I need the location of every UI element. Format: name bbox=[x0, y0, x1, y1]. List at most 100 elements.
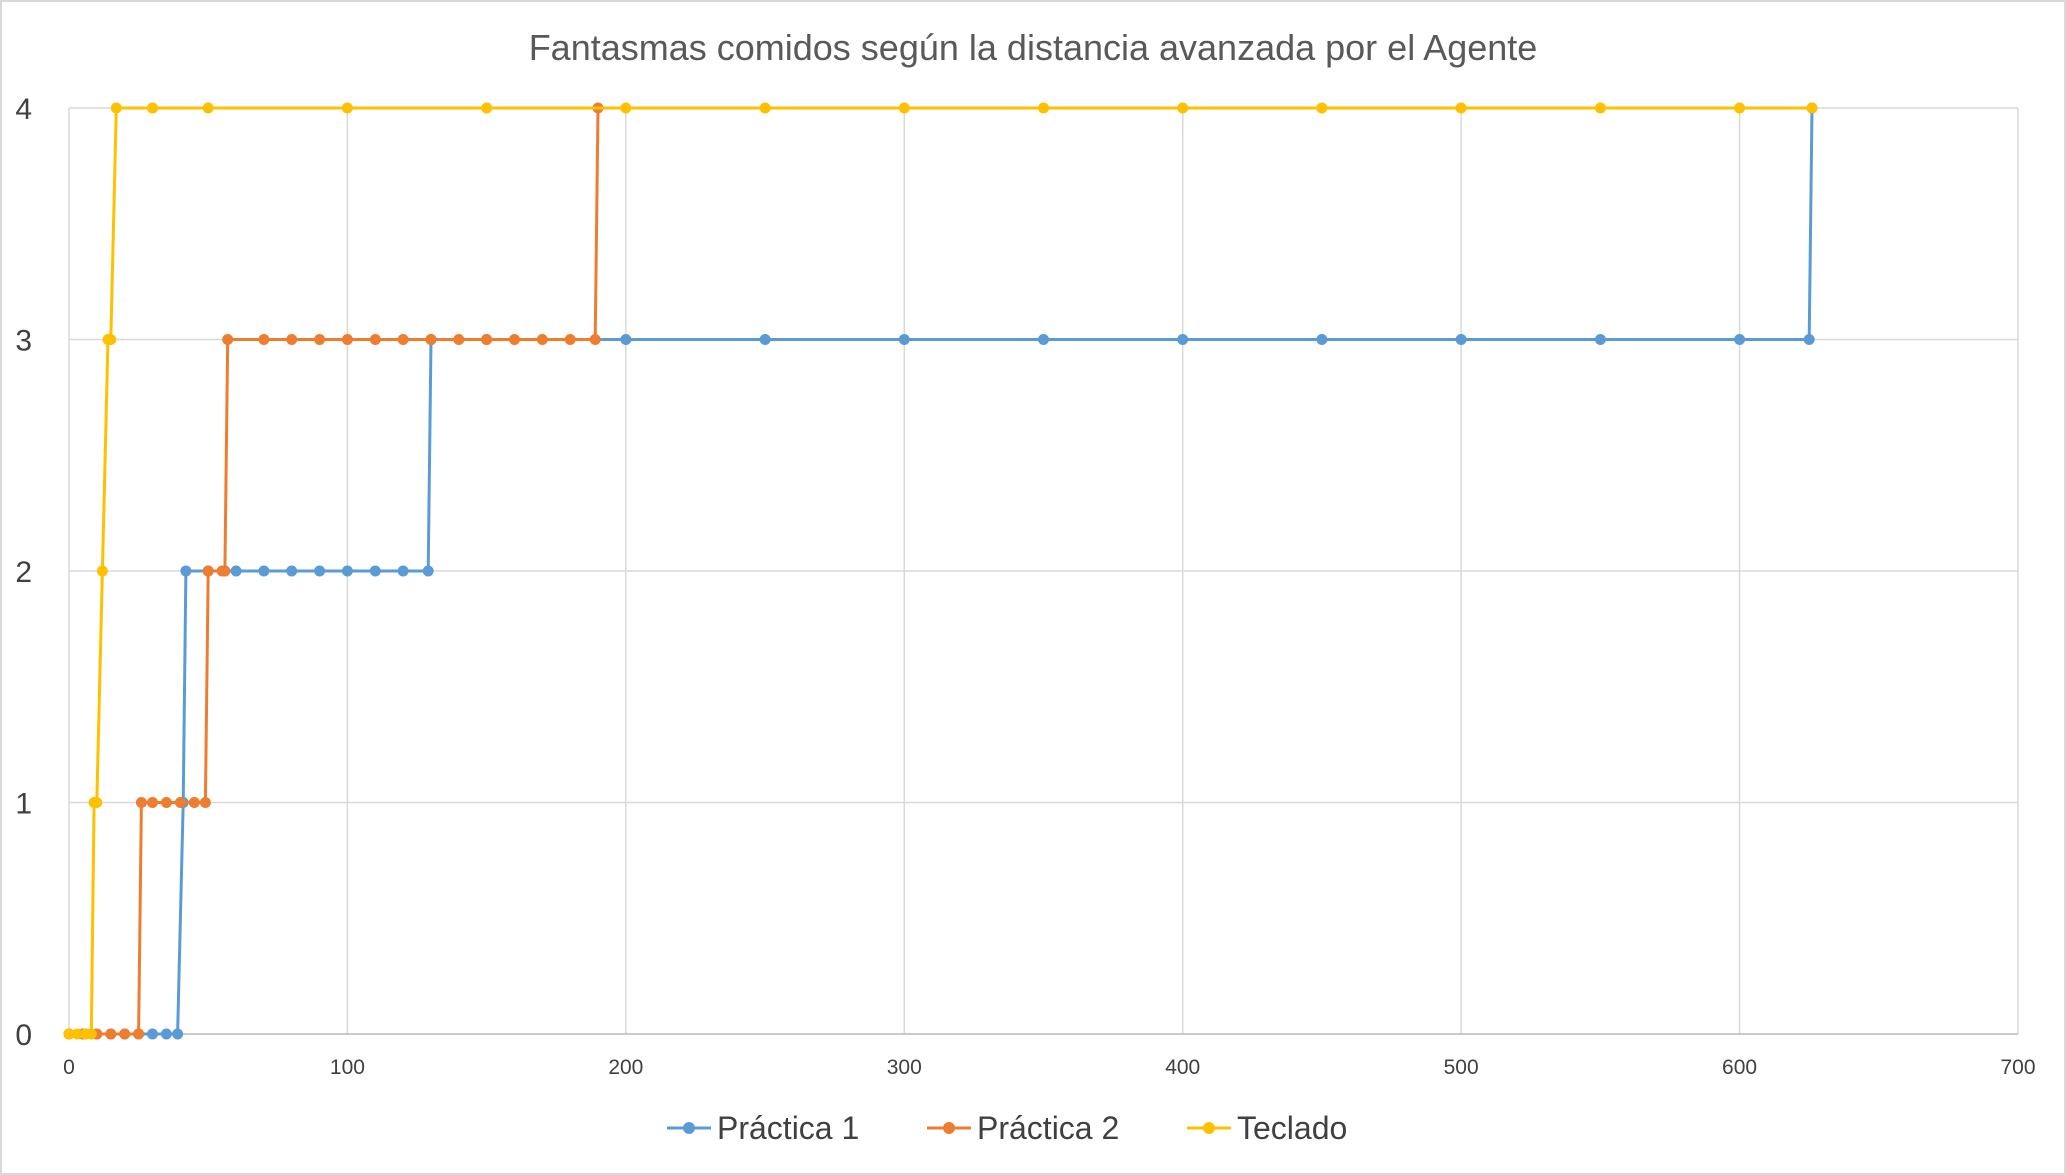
data-point bbox=[286, 334, 298, 345]
data-point bbox=[174, 797, 186, 808]
chart-title: Fantasmas comidos según la distancia ava… bbox=[529, 27, 1538, 68]
x-tick-label: 200 bbox=[608, 1056, 643, 1079]
series-line bbox=[69, 106, 1812, 1036]
data-point bbox=[759, 102, 771, 114]
data-point bbox=[620, 102, 632, 114]
data-point bbox=[341, 565, 353, 577]
data-point bbox=[1803, 334, 1815, 345]
data-point bbox=[1734, 334, 1746, 345]
data-point bbox=[589, 334, 601, 345]
legend-item-2: Práctica 2 bbox=[927, 1110, 1119, 1146]
series-2 bbox=[63, 102, 604, 1040]
data-point bbox=[369, 565, 381, 577]
data-point bbox=[258, 565, 270, 577]
legend: Práctica 1 Práctica 2 Teclado bbox=[667, 1110, 1347, 1146]
data-point bbox=[160, 797, 172, 808]
data-point bbox=[453, 334, 465, 345]
data-point bbox=[202, 102, 214, 114]
data-point bbox=[199, 797, 211, 808]
data-point bbox=[258, 334, 270, 345]
data-point bbox=[71, 1028, 83, 1040]
data-point bbox=[341, 102, 353, 114]
data-point bbox=[1316, 102, 1328, 114]
data-point bbox=[172, 1028, 184, 1040]
data-point bbox=[397, 565, 409, 577]
data-point bbox=[147, 102, 158, 114]
data-point bbox=[1806, 102, 1818, 114]
y-tick-label: 1 bbox=[15, 788, 32, 821]
x-tick-label: 300 bbox=[887, 1056, 922, 1079]
data-point bbox=[425, 334, 437, 345]
data-point bbox=[160, 1028, 172, 1040]
data-point bbox=[422, 565, 434, 577]
data-point bbox=[147, 1028, 158, 1040]
data-point bbox=[180, 565, 192, 577]
data-point bbox=[1177, 334, 1189, 345]
data-point bbox=[509, 334, 520, 345]
data-point bbox=[1594, 102, 1606, 114]
data-point bbox=[85, 1028, 97, 1040]
data-point bbox=[110, 102, 122, 114]
legend-label: Práctica 2 bbox=[977, 1110, 1119, 1146]
data-point bbox=[96, 565, 108, 577]
legend-item-1: Práctica 1 bbox=[667, 1110, 859, 1146]
x-tick-label: 500 bbox=[1444, 1056, 1479, 1079]
data-point bbox=[759, 334, 771, 345]
data-point bbox=[119, 1028, 131, 1040]
data-point bbox=[222, 334, 234, 345]
data-point bbox=[898, 334, 910, 345]
data-point bbox=[202, 565, 214, 577]
data-point bbox=[481, 334, 493, 345]
legend-swatch-marker bbox=[683, 1122, 695, 1134]
data-point bbox=[188, 797, 200, 808]
legend-item-3: Teclado bbox=[1187, 1110, 1347, 1146]
y-tick-label: 3 bbox=[15, 325, 32, 358]
legend-label: Práctica 1 bbox=[717, 1110, 859, 1146]
data-point bbox=[1038, 102, 1049, 114]
data-point bbox=[1455, 102, 1467, 114]
x-axis-ticks: 0 100 200 300 400 500 600 700 bbox=[63, 1056, 2035, 1079]
y-tick-label: 2 bbox=[15, 556, 32, 589]
series-layer bbox=[63, 102, 1818, 1040]
data-point bbox=[219, 565, 231, 577]
x-tick-label: 400 bbox=[1165, 1056, 1200, 1079]
data-point bbox=[1734, 102, 1746, 114]
data-point bbox=[91, 797, 103, 808]
data-point bbox=[230, 565, 242, 577]
data-point bbox=[536, 334, 548, 345]
data-point bbox=[1316, 334, 1328, 345]
data-point bbox=[1455, 334, 1467, 345]
x-tick-label: 700 bbox=[2000, 1056, 2035, 1079]
data-point bbox=[105, 334, 117, 345]
data-point bbox=[133, 1028, 145, 1040]
data-point bbox=[620, 334, 632, 345]
y-tick-label: 0 bbox=[15, 1019, 32, 1052]
y-axis-ticks: 0 1 2 3 4 bbox=[15, 93, 32, 1052]
data-point bbox=[898, 102, 910, 114]
data-point bbox=[135, 797, 147, 808]
data-point bbox=[147, 797, 158, 808]
data-point bbox=[286, 565, 298, 577]
data-point bbox=[369, 334, 381, 345]
data-point bbox=[105, 1028, 117, 1040]
data-point bbox=[1038, 334, 1049, 345]
legend-swatch-marker bbox=[943, 1122, 955, 1134]
data-point bbox=[314, 565, 326, 577]
x-tick-label: 100 bbox=[330, 1056, 365, 1079]
data-point bbox=[1594, 334, 1606, 345]
data-point bbox=[1177, 102, 1189, 114]
data-point bbox=[63, 1028, 75, 1040]
series-3 bbox=[63, 102, 1818, 1040]
data-point bbox=[397, 334, 409, 345]
y-tick-label: 4 bbox=[15, 93, 32, 126]
x-tick-label: 0 bbox=[63, 1056, 75, 1079]
data-point bbox=[564, 334, 576, 345]
x-tick-label: 600 bbox=[1722, 1056, 1757, 1079]
legend-label: Teclado bbox=[1237, 1110, 1347, 1146]
data-point bbox=[314, 334, 326, 345]
legend-swatch-marker bbox=[1203, 1122, 1215, 1134]
data-point bbox=[481, 102, 493, 114]
